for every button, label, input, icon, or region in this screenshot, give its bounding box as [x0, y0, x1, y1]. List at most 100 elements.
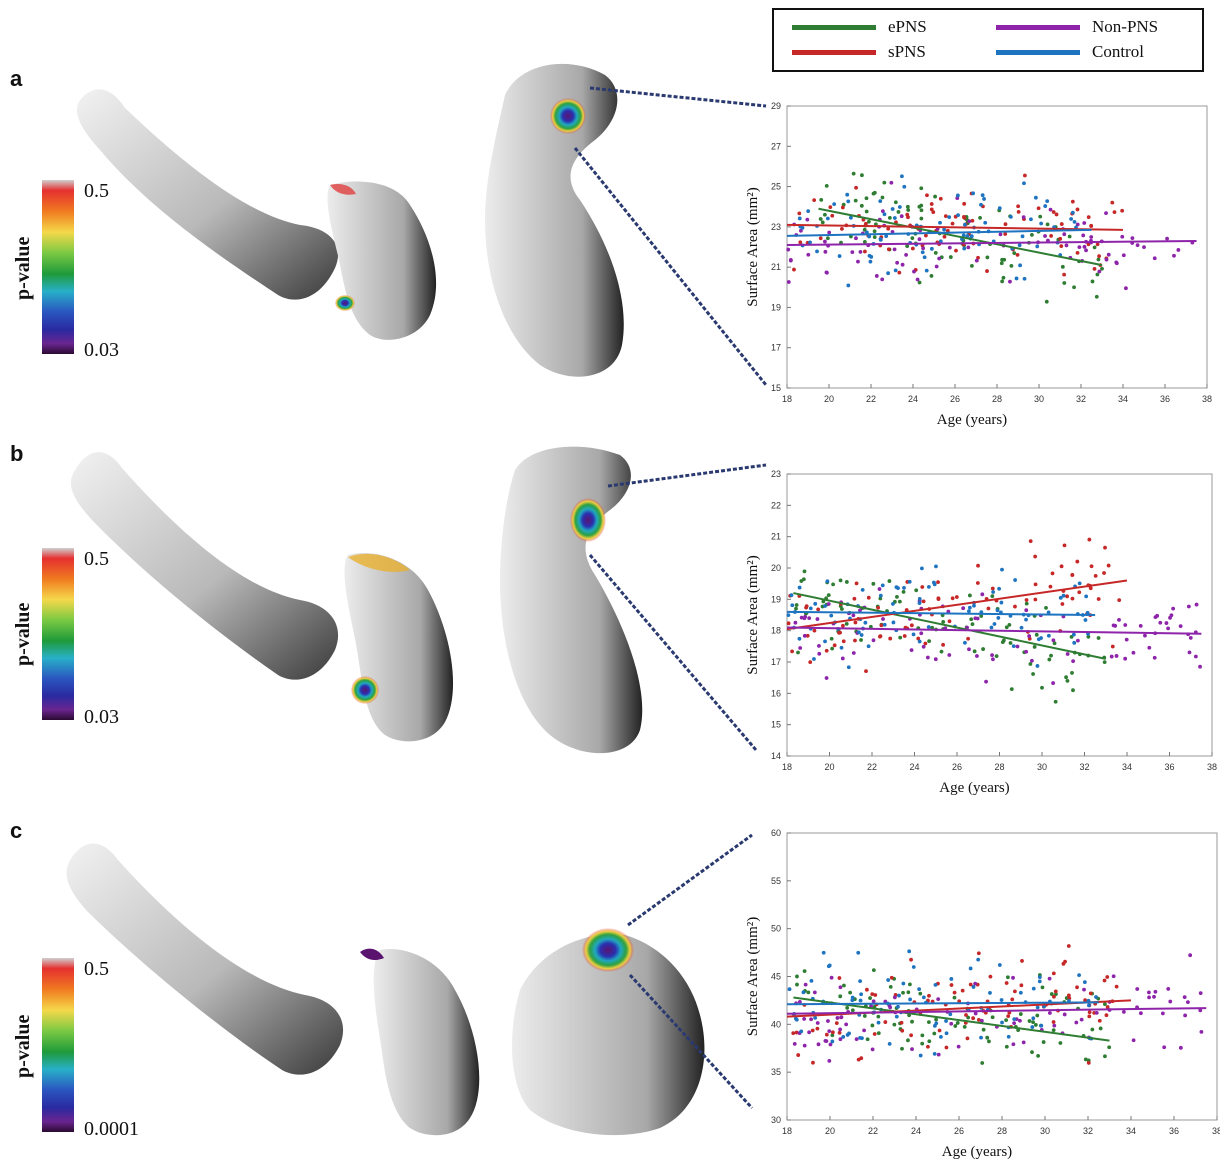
- scatter-point: [1072, 641, 1076, 645]
- scatter-point: [822, 951, 826, 955]
- scatter-point: [927, 585, 931, 589]
- scatter-point: [1087, 1061, 1091, 1065]
- scatter-point: [908, 580, 912, 584]
- scatter-point: [954, 249, 958, 253]
- scatter-point: [1087, 538, 1091, 542]
- scatter-point: [1162, 1045, 1166, 1049]
- scatter-point: [957, 1045, 961, 1049]
- structure-a-left: [77, 89, 436, 340]
- scatter-point: [1024, 608, 1028, 612]
- scatter-point: [879, 623, 883, 627]
- scatter-point: [1032, 987, 1036, 991]
- scatter-point: [1100, 267, 1104, 271]
- scatter-point: [1044, 606, 1048, 610]
- scatter-point: [933, 195, 937, 199]
- scatter-point: [1019, 983, 1023, 987]
- scatter-point: [812, 198, 816, 202]
- scatter-point: [1147, 995, 1151, 999]
- scatter-point: [900, 1029, 904, 1033]
- scatter-point: [1038, 215, 1042, 219]
- scatter-point: [910, 236, 914, 240]
- scatter-point: [803, 969, 807, 973]
- scatter-point: [888, 637, 892, 641]
- scatter-point: [1103, 660, 1107, 664]
- scatter-point: [865, 988, 869, 992]
- scatter-point: [937, 257, 941, 261]
- scatter-point: [802, 1017, 806, 1021]
- scatter-point: [886, 978, 890, 982]
- scatter-point: [838, 1027, 842, 1031]
- scatter-point: [982, 1028, 986, 1032]
- y-tick-label: 55: [771, 876, 781, 886]
- scatter-point: [1019, 1012, 1023, 1016]
- scatter-point: [988, 991, 992, 995]
- scatter-point: [945, 1031, 949, 1035]
- scatter-point: [906, 1038, 910, 1042]
- scatter-point: [1033, 555, 1037, 559]
- scatter-point: [1033, 645, 1037, 649]
- scatter-point: [845, 580, 849, 584]
- scatter-point: [936, 596, 940, 600]
- scatter-point: [1161, 1012, 1165, 1016]
- scatter-point: [851, 1008, 855, 1012]
- scatter-point: [1062, 232, 1066, 236]
- scatter-point: [1052, 971, 1056, 975]
- scatter-point: [964, 1013, 968, 1017]
- y-tick-label: 16: [771, 688, 781, 698]
- scatter-point: [906, 205, 910, 209]
- scatter-point: [870, 1024, 874, 1028]
- scatter-point: [950, 983, 954, 987]
- scatter-point: [840, 646, 844, 650]
- scatter-point: [1013, 605, 1017, 609]
- scatter-point: [973, 616, 977, 620]
- scatter-point: [1087, 215, 1091, 219]
- scatter-point: [1077, 590, 1081, 594]
- scatter-point: [1154, 615, 1158, 619]
- scatter-point: [1012, 251, 1016, 255]
- scatter-point: [840, 607, 844, 611]
- scatter-point: [1068, 235, 1072, 239]
- scatter-point: [852, 597, 856, 601]
- scatter-point: [823, 213, 827, 217]
- scatter-point: [892, 1023, 896, 1027]
- scatter-point: [799, 579, 803, 583]
- x-tick-label: 24: [911, 1126, 921, 1136]
- x-tick-label: 28: [992, 394, 1002, 404]
- scatter-point: [1171, 607, 1175, 611]
- scatter-point: [852, 651, 856, 655]
- scatter-point: [984, 680, 988, 684]
- scatter-point: [1087, 1014, 1091, 1018]
- scatter-point: [1071, 200, 1075, 204]
- scatter-point: [1045, 199, 1049, 203]
- scatter-point: [1008, 280, 1012, 284]
- scatter-point: [839, 985, 843, 989]
- scatter-point: [1039, 636, 1043, 640]
- scatter-point: [1049, 234, 1053, 238]
- scatter-point: [948, 246, 952, 250]
- scatter-point: [1158, 621, 1162, 625]
- scatter-point: [829, 614, 833, 618]
- scatter-point: [795, 1018, 799, 1022]
- scatter-point: [893, 247, 897, 251]
- y-axis-title: Surface Area (mm²): [745, 917, 761, 1036]
- scatter-point: [941, 643, 945, 647]
- plot-frame: [787, 833, 1217, 1120]
- scatter-point: [985, 256, 989, 260]
- scatter-point: [1122, 1010, 1126, 1014]
- scatter-point: [860, 173, 864, 177]
- scatter-point: [850, 250, 854, 254]
- scatter-point: [980, 1061, 984, 1065]
- scatter-point: [947, 215, 951, 219]
- scatter-point: [1081, 234, 1085, 238]
- scatter-point: [804, 606, 808, 610]
- scatter-point: [905, 213, 909, 217]
- scatter-point: [1047, 658, 1051, 662]
- scatter-point: [1062, 281, 1066, 285]
- scatter-point: [1077, 973, 1081, 977]
- scatter-point: [1107, 564, 1111, 568]
- scatter-point: [922, 599, 926, 603]
- y-tick-label: 22: [771, 500, 781, 510]
- scatter-point: [1069, 217, 1073, 221]
- scatter-point: [830, 637, 834, 641]
- scatter-point: [878, 199, 882, 203]
